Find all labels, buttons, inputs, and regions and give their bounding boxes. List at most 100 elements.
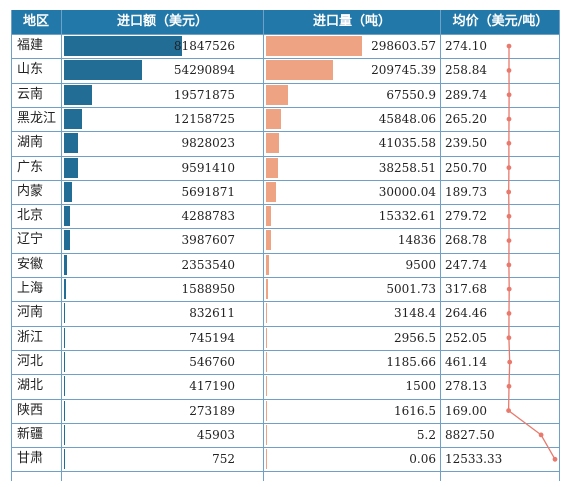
row-divider	[11, 422, 560, 424]
amount-value: 45903	[196, 427, 235, 442]
price-point	[506, 383, 512, 389]
region-label: 陕西	[17, 402, 44, 418]
amount-value: 54290894	[173, 63, 235, 78]
quantity-value: 1616.5	[394, 403, 436, 418]
price-point	[506, 116, 512, 122]
amount-bar	[64, 351, 65, 372]
quantity-bar	[266, 400, 267, 421]
price-value: 258.84	[445, 63, 487, 78]
region-label: 内蒙	[17, 183, 44, 199]
column-divider	[559, 10, 560, 481]
amount-value: 4288783	[181, 209, 235, 224]
amount-bar	[64, 254, 68, 275]
amount-value: 832611	[189, 306, 235, 321]
row-divider	[11, 131, 560, 133]
price-value: 250.70	[445, 160, 487, 175]
amount-bar	[64, 206, 71, 227]
price-point	[506, 408, 511, 413]
region-label: 广东	[17, 159, 44, 175]
row-divider	[11, 471, 560, 473]
amount-value: 3987607	[181, 233, 235, 248]
amount-bar	[64, 60, 143, 81]
quantity-value: 1185.66	[386, 354, 436, 369]
amount-bar	[64, 327, 66, 348]
amount-value: 546760	[189, 354, 235, 369]
quantity-value: 3148.4	[394, 306, 436, 321]
price-value: 8827.50	[445, 427, 495, 442]
price-point	[507, 359, 513, 365]
row-divider	[11, 82, 560, 84]
quantity-bar	[266, 60, 334, 81]
row-divider	[11, 252, 560, 254]
row-divider	[11, 349, 560, 351]
quantity-bar	[266, 376, 267, 397]
region-label: 上海	[17, 281, 44, 296]
row-divider	[11, 325, 560, 327]
quantity-bar	[266, 303, 267, 324]
amount-value: 1588950	[181, 282, 235, 296]
header-price: 均价（美元/吨）	[441, 10, 560, 34]
region-label: 黑龙江	[17, 110, 57, 126]
price-value: 252.05	[445, 330, 487, 345]
price-value: 264.46	[445, 306, 487, 321]
amount-bar	[64, 108, 82, 129]
region-label: 河北	[17, 353, 44, 369]
quantity-value: 14836	[397, 233, 436, 248]
region-label: 甘肃	[17, 451, 44, 467]
amount-bar	[64, 279, 67, 299]
amount-bar	[64, 400, 65, 421]
amount-bar	[64, 133, 79, 154]
column-divider	[263, 10, 264, 481]
amount-bar	[64, 424, 65, 445]
amount-value: 752	[212, 452, 235, 467]
quantity-bar	[266, 279, 268, 299]
header-amount: 进口额（美元）	[62, 10, 263, 34]
price-value: 461.14	[445, 354, 487, 369]
column-divider	[440, 10, 441, 481]
price-point	[506, 165, 512, 171]
price-value: 268.78	[445, 233, 487, 248]
price-value: 12533.33	[445, 452, 503, 467]
quantity-value: 1500	[405, 379, 436, 394]
region-label: 湖南	[17, 135, 44, 151]
price-point	[506, 262, 512, 268]
price-point	[506, 335, 512, 341]
quantity-bar	[266, 36, 362, 56]
quantity-bar	[266, 206, 271, 227]
region-label: 湖北	[17, 378, 44, 394]
price-value: 279.72	[445, 209, 487, 224]
region-label: 北京	[17, 208, 44, 224]
row-divider	[11, 179, 560, 181]
header-quantity: 进口量（吨）	[264, 10, 440, 34]
amount-value: 5691871	[181, 184, 235, 199]
region-label: 安徽	[17, 256, 44, 272]
quantity-value: 2956.5	[394, 330, 436, 345]
price-point	[552, 456, 558, 462]
region-label: 河南	[17, 305, 44, 321]
row-divider	[11, 204, 560, 206]
price-value: 247.74	[445, 257, 487, 272]
price-point	[506, 92, 512, 98]
price-line	[507, 46, 556, 460]
amount-bar	[64, 157, 78, 178]
price-value: 169.00	[445, 403, 487, 418]
price-point	[506, 286, 512, 292]
quantity-bar	[266, 327, 267, 348]
row-divider	[11, 277, 560, 278]
quantity-value: 15332.61	[378, 209, 436, 224]
amount-value: 19571875	[173, 87, 235, 102]
quantity-value: 67550.9	[386, 87, 436, 102]
region-label: 云南	[17, 86, 44, 102]
region-label: 山东	[17, 62, 44, 78]
amount-value: 745194	[189, 330, 235, 345]
quantity-value: 5001.73	[386, 282, 436, 296]
amount-value: 2353540	[181, 257, 235, 272]
price-point	[538, 432, 544, 438]
quantity-bar	[266, 157, 279, 178]
quantity-bar	[266, 133, 280, 154]
price-value: 289.74	[445, 87, 487, 102]
quantity-value: 9500	[405, 257, 436, 272]
row-divider	[11, 58, 560, 60]
price-point	[506, 43, 512, 49]
quantity-bar	[266, 230, 271, 251]
